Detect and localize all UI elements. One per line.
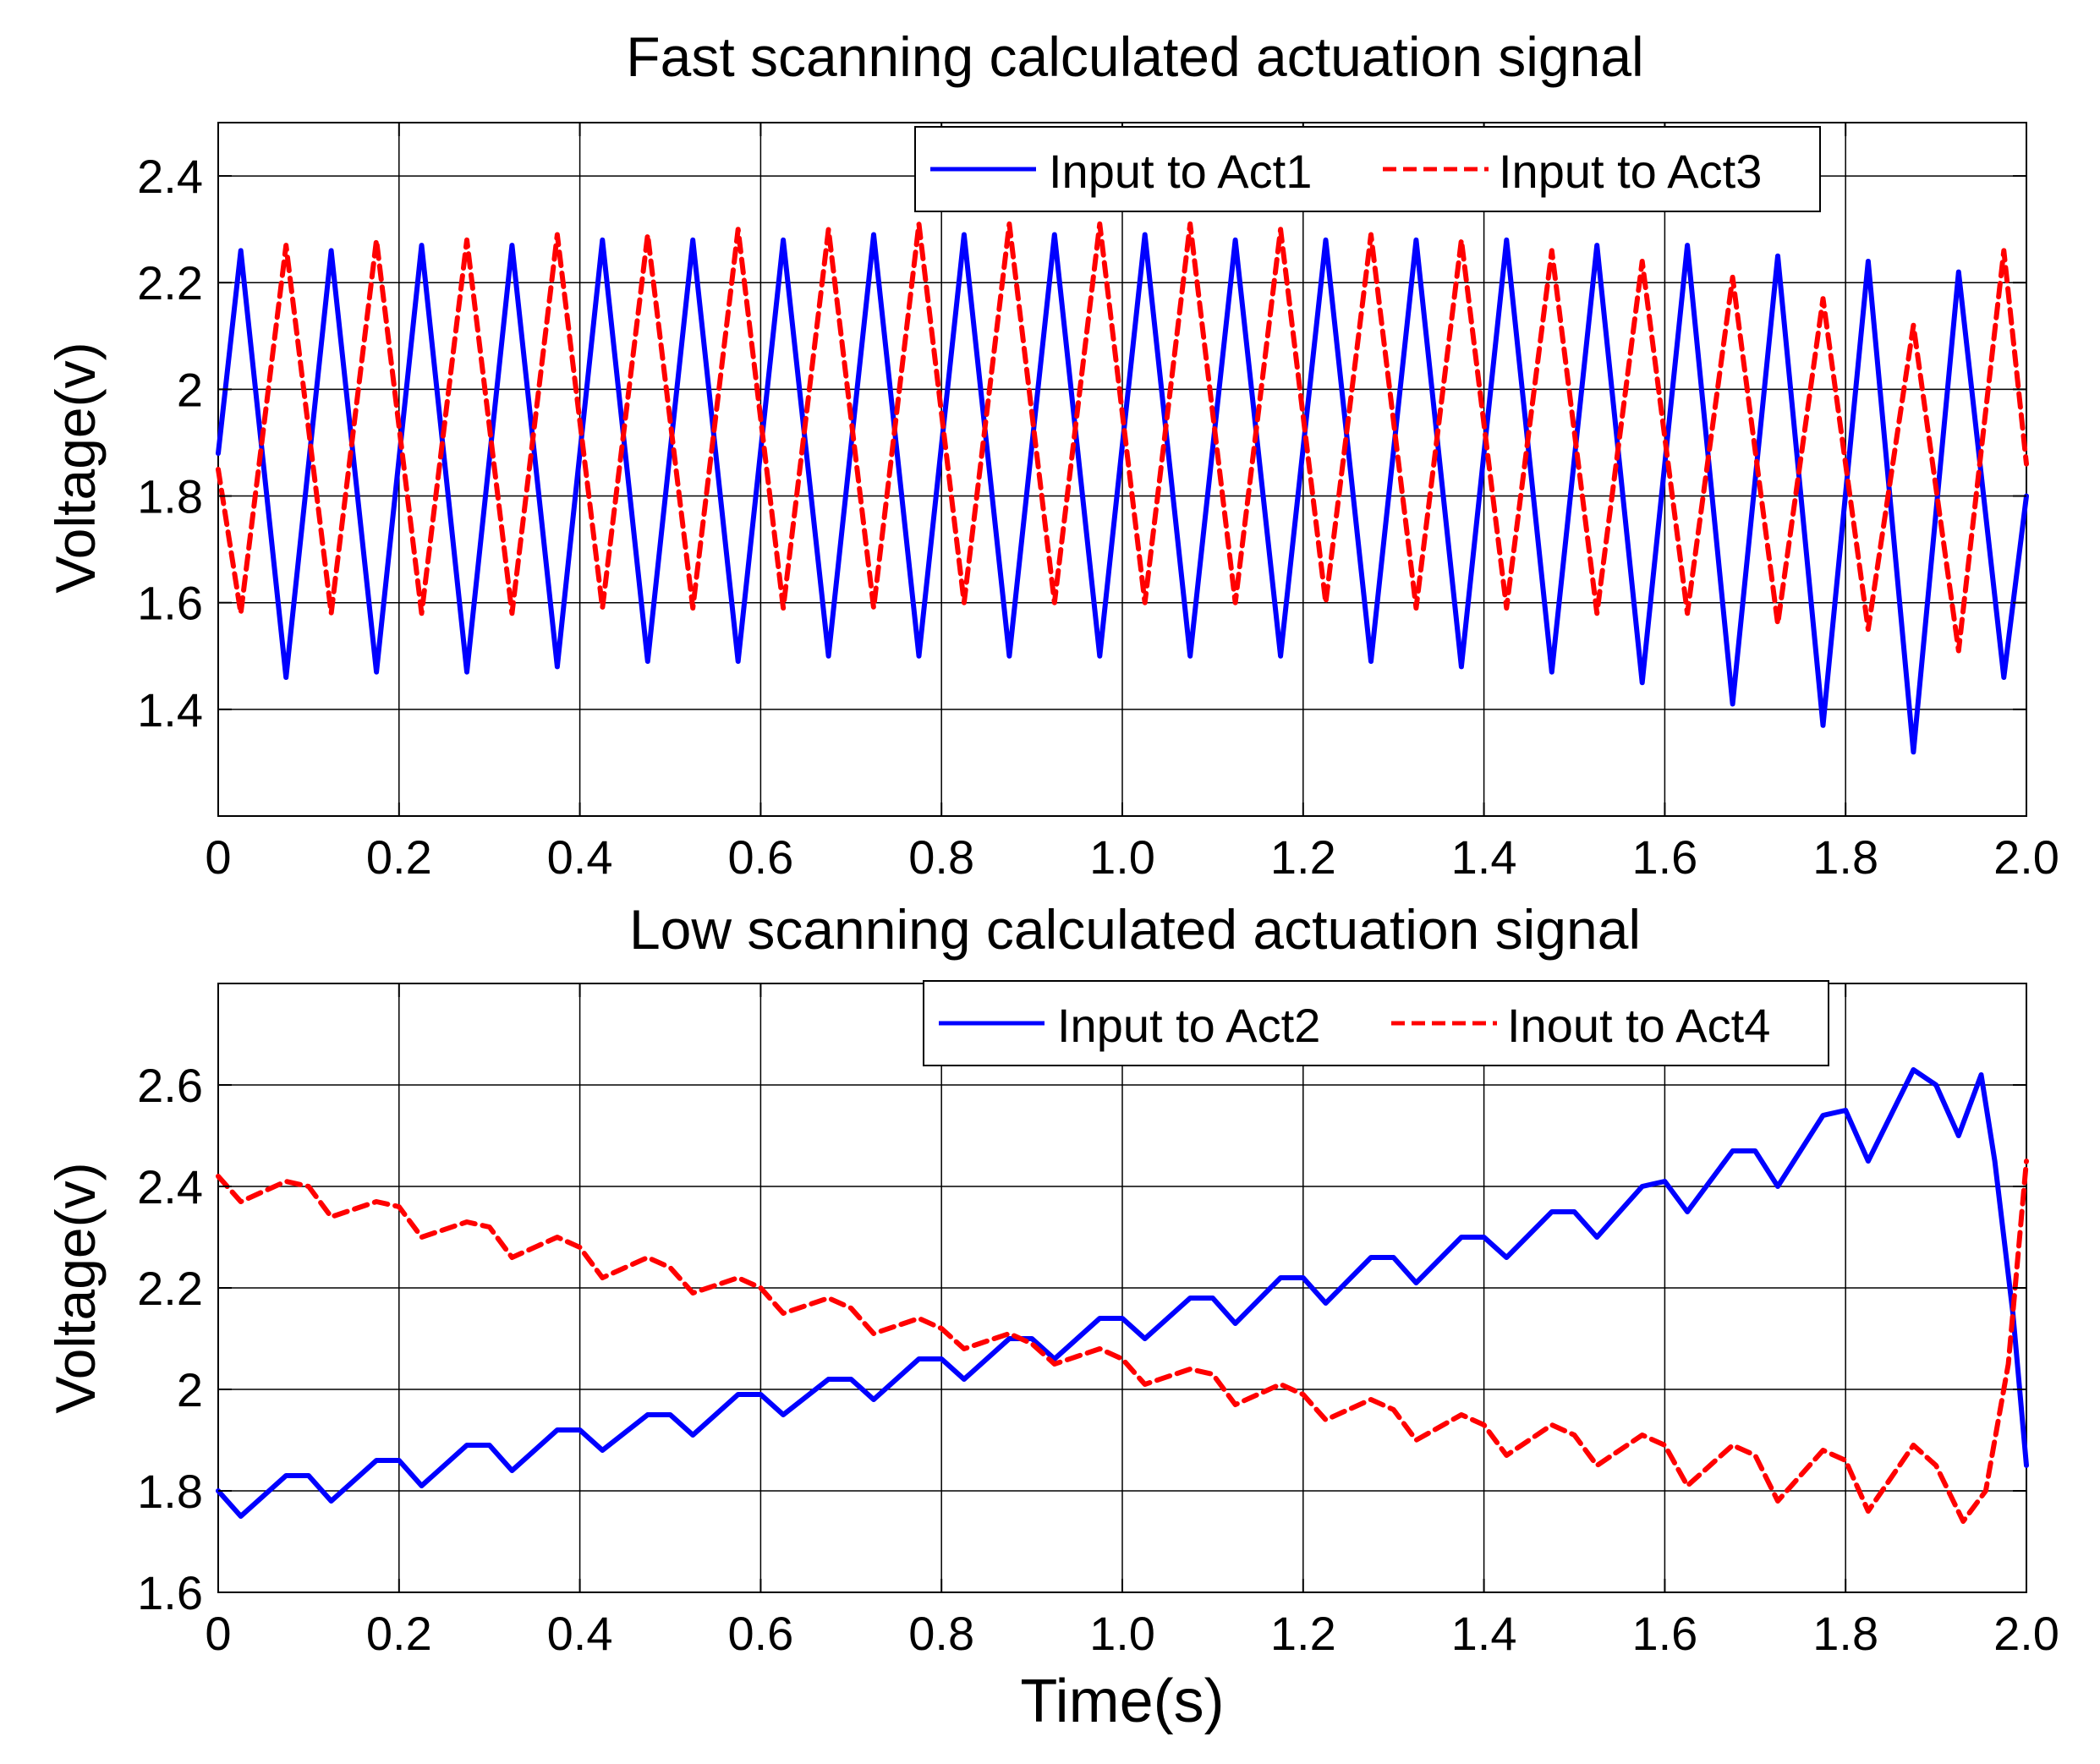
bottom-x-tick-label: 1.0	[1089, 1607, 1155, 1660]
bottom-y-tick-label: 2.6	[137, 1059, 203, 1112]
top-x-tick-label: 0.8	[908, 830, 974, 884]
top-legend-label-act3: Input to Act3	[1499, 145, 1762, 198]
bottom-x-axis-label: Time(s)	[1020, 1668, 1224, 1735]
bottom-chart-title: Low scanning calculated actuation signal	[629, 898, 1641, 961]
bottom-legend-box	[923, 980, 1829, 1066]
bottom-series-line-input-to-act2	[216, 1067, 2029, 1519]
top-x-tick-label: 0	[205, 830, 231, 884]
bottom-ticks: 0 0.2 0.4 0.6 0.8 1.0 1.2 1.4 1.6 1.8 2.0 1.6 1.8 2 2.…	[137, 983, 2059, 1660]
top-x-tick-label: 1.0	[1089, 830, 1155, 884]
top-y-tick-label: 1.8	[137, 470, 203, 523]
bottom-y-tick-label: 2.2	[137, 1262, 203, 1315]
top-x-tick-label: 0.4	[547, 830, 613, 884]
bottom-legend: Input to Act2 Inout to Act4	[923, 980, 1829, 1066]
bottom-x-tick-label: 0.8	[908, 1607, 974, 1660]
bottom-x-tick-label: 1.8	[1812, 1607, 1878, 1660]
bottom-series-layer	[216, 1067, 2029, 1524]
top-series-layer	[216, 221, 2029, 755]
bottom-x-tick-label: 0.2	[366, 1607, 432, 1660]
bottom-chart-panel: Low scanning calculated actuation signal…	[44, 898, 2059, 1735]
bottom-x-tick-label: 1.6	[1631, 1607, 1697, 1660]
bottom-legend-label-act2: Input to Act2	[1057, 999, 1320, 1052]
top-series-line-input-to-act3	[216, 221, 2029, 654]
bottom-series-line-inout-to-act4	[216, 1159, 2029, 1524]
top-y-tick-label: 2.2	[137, 256, 203, 310]
bottom-y-tick-label: 1.8	[137, 1465, 203, 1518]
top-x-tick-label: 1.6	[1631, 830, 1697, 884]
top-x-tick-label: 1.2	[1270, 830, 1336, 884]
top-chart-title: Fast scanning calculated actuation signa…	[626, 25, 1643, 88]
top-x-tick-label: 2.0	[1993, 830, 2059, 884]
bottom-x-tick-label: 0.6	[727, 1607, 793, 1660]
bottom-x-tick-label: 0	[205, 1607, 231, 1660]
bottom-x-tick-label: 1.4	[1451, 1607, 1517, 1660]
top-x-tick-label: 1.8	[1812, 830, 1878, 884]
top-x-tick-label: 1.4	[1451, 830, 1517, 884]
top-y-tick-label: 1.6	[137, 577, 203, 630]
top-y-tick-label: 2	[177, 363, 203, 416]
top-y-tick-label: 1.4	[137, 683, 203, 737]
top-legend-box	[914, 126, 1821, 212]
top-legend: Input to Act1 Input to Act3	[914, 126, 1821, 212]
bottom-y-tick-label: 2.4	[137, 1160, 203, 1213]
top-x-tick-label: 0.6	[727, 830, 793, 884]
bottom-x-tick-label: 2.0	[1993, 1607, 2059, 1660]
top-x-tick-label: 0.2	[366, 830, 432, 884]
top-chart-panel: Fast scanning calculated actuation signa…	[44, 25, 2059, 884]
top-ticks: 0 0.2 0.4 0.6 0.8 1.0 1.2 1.4 1.6 1.8 2.0 1.4 1.6 1.8…	[137, 123, 2059, 884]
bottom-x-tick-label: 0.4	[547, 1607, 613, 1660]
bottom-x-tick-label: 1.2	[1270, 1607, 1336, 1660]
bottom-y-tick-label: 2	[177, 1363, 203, 1416]
top-y-tick-label: 2.4	[137, 150, 203, 203]
bottom-y-tick-label: 1.6	[137, 1566, 203, 1619]
bottom-legend-label-act4: Inout to Act4	[1507, 999, 1770, 1052]
top-series-line-input-to-act1	[216, 232, 2029, 755]
top-legend-label-act1: Input to Act1	[1049, 145, 1312, 198]
top-y-axis-label: Voltage(v)	[44, 342, 107, 593]
bottom-y-axis-label: Voltage(v)	[44, 1162, 107, 1413]
